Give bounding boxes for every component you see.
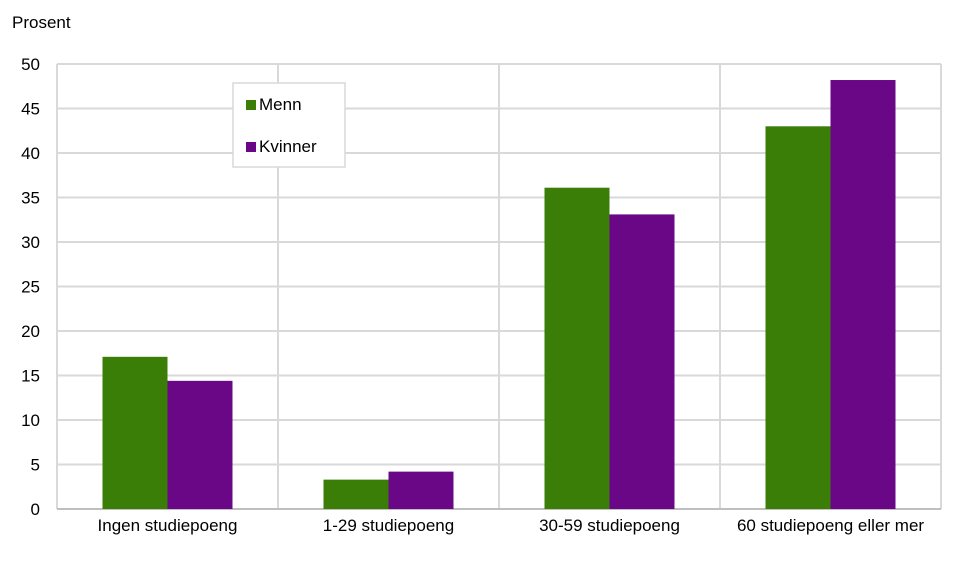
y-tick-label: 25 (21, 278, 40, 297)
bar-menn-2 (544, 187, 610, 509)
bar-kvinner-1 (388, 471, 454, 509)
y-axis-title: Prosent (12, 13, 71, 32)
legend-label-kvinner: Kvinner (259, 137, 317, 156)
y-tick-label: 5 (31, 456, 40, 475)
x-tick-label: 30-59 studiepoeng (539, 516, 680, 535)
y-tick-label: 50 (21, 55, 40, 74)
y-tick-label: 45 (21, 100, 40, 119)
y-tick-label: 40 (21, 144, 40, 163)
bar-menn-1 (323, 479, 389, 509)
bar-kvinner-2 (609, 214, 675, 509)
bars (102, 80, 896, 510)
bar-menn-0 (102, 356, 168, 509)
y-tick-label: 35 (21, 189, 40, 208)
legend-box (232, 82, 346, 168)
legend-swatch-kvinner (246, 142, 256, 152)
x-tick-labels: Ingen studiepoeng 1-29 studiepoeng 30-59 s… (98, 516, 925, 535)
y-tick-label: 10 (21, 411, 40, 430)
y-tick-label: 30 (21, 233, 40, 252)
bar-kvinner-0 (167, 380, 233, 509)
bar-kvinner-3 (830, 80, 896, 510)
bar-menn-3 (765, 126, 831, 510)
y-tick-label: 15 (21, 367, 40, 386)
y-tick-labels: 0 5 10 15 20 25 30 35 40 45 50 (21, 55, 40, 519)
y-tick-label: 20 (21, 322, 40, 341)
x-tick-label: 1-29 studiepoeng (323, 516, 454, 535)
legend-swatch-menn (246, 100, 256, 110)
legend-label-menn: Menn (259, 95, 302, 114)
y-tick-label: 0 (31, 500, 40, 519)
x-tick-label: 60 studiepoeng eller mer (737, 516, 924, 535)
legend: Menn Kvinner (232, 82, 346, 168)
x-tick-label: Ingen studiepoeng (98, 516, 238, 535)
